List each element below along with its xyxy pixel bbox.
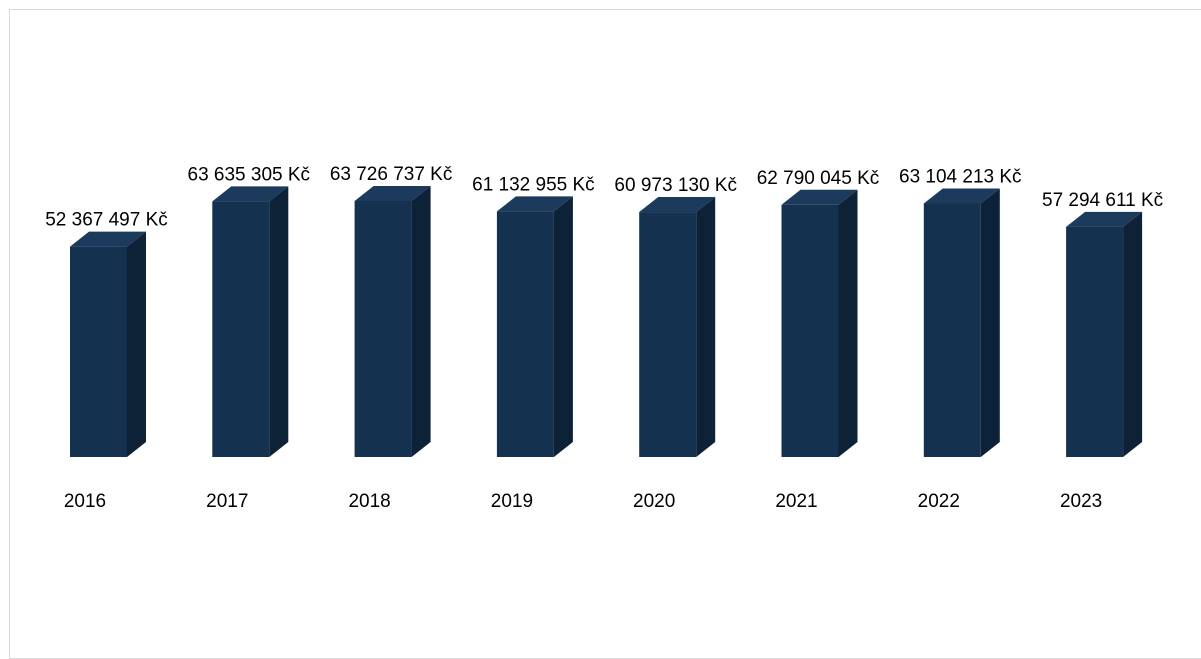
bar-front-2016	[70, 246, 127, 457]
bar-2022	[923, 188, 1000, 457]
bar-2018	[354, 186, 431, 457]
bar-2019	[496, 196, 573, 457]
category-label-2018: 2018	[348, 491, 390, 512]
bar-top-2022	[923, 188, 1000, 204]
bar-chart: 52 367 497 Kč 2016 63 635 305 Kč 2017 63 726…	[45, 164, 1163, 512]
bar-front-2022	[923, 203, 981, 457]
bar-top-2023	[1066, 211, 1143, 227]
category-label-2021: 2021	[775, 491, 817, 512]
bar-2020	[639, 197, 716, 458]
bar-2016	[70, 231, 146, 457]
category-label-2017: 2017	[206, 491, 248, 512]
category-label-2020: 2020	[633, 491, 675, 512]
bar-front-2019	[496, 211, 554, 457]
bar-front-2020	[639, 212, 697, 457]
bar-2023	[1066, 211, 1143, 457]
bar-side-2022	[980, 188, 1000, 457]
bar-side-2017	[269, 186, 289, 457]
bar-top-2018	[354, 186, 431, 201]
data-label-2022: 63 104 213 Kč	[899, 167, 1022, 188]
data-label-2016: 52 367 497 Kč	[45, 210, 168, 231]
bar-top-2021	[781, 189, 858, 205]
category-label-2022: 2022	[918, 491, 960, 512]
bar-front-2017	[212, 201, 270, 457]
data-label-2021: 62 790 045 Kč	[757, 168, 880, 189]
category-label-2019: 2019	[491, 491, 533, 512]
category-label-2023: 2023	[1060, 491, 1102, 512]
bar-front-2023	[1066, 226, 1124, 457]
category-label-2016: 2016	[64, 491, 106, 512]
data-label-2017: 63 635 305 Kč	[188, 164, 311, 185]
bar-2017	[212, 186, 289, 457]
bar-top-2020	[639, 197, 716, 213]
bar-side-2021	[838, 189, 858, 458]
bar-side-2018	[411, 186, 431, 457]
bar-top-2016	[70, 231, 146, 247]
chart-frame	[9, 9, 1201, 659]
bar-top-2017	[212, 186, 289, 202]
data-label-2020: 60 973 130 Kč	[614, 175, 737, 196]
bar-side-2023	[1123, 211, 1143, 457]
bar-top-2019	[496, 196, 573, 212]
bar-side-2016	[127, 231, 146, 457]
data-label-2023: 57 294 611 Kč	[1042, 190, 1163, 211]
data-label-2018: 63 726 737 Kč	[330, 164, 453, 185]
bar-front-2018	[354, 201, 412, 457]
bar-front-2021	[781, 204, 839, 457]
bar-2021	[781, 189, 858, 458]
bar-side-2019	[553, 196, 573, 457]
bar-side-2020	[696, 197, 716, 458]
data-label-2019: 61 132 955 Kč	[472, 174, 595, 195]
